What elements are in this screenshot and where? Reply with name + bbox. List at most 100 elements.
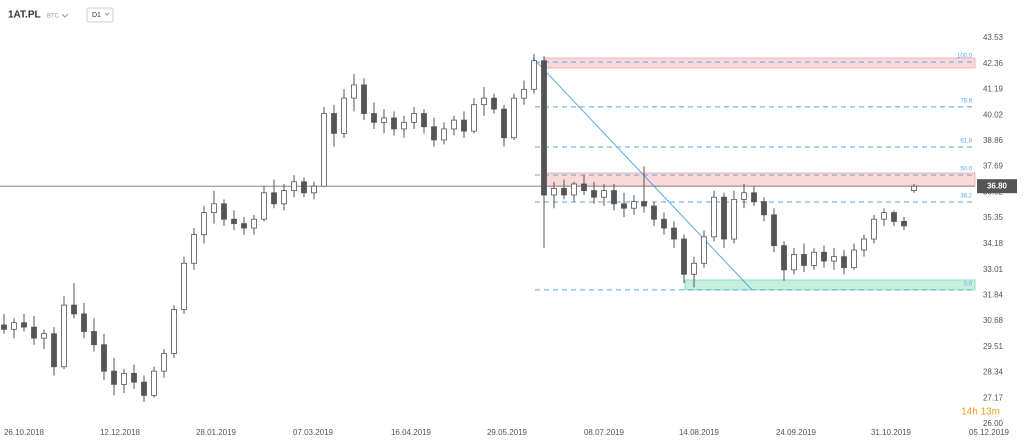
candle-body: [281, 190, 287, 205]
candle-body: [661, 218, 667, 229]
x-tick-label: 28.01.2019: [196, 428, 237, 437]
candle-body: [31, 326, 37, 339]
candle-body: [591, 190, 597, 198]
candle-body: [541, 60, 547, 196]
candle-body: [11, 322, 17, 330]
candle-body: [901, 221, 907, 227]
candle-body: [341, 97, 347, 134]
candle-body: [361, 84, 367, 114]
x-tick-label: 16.04.2019: [391, 428, 432, 437]
candle-body: [511, 97, 517, 139]
current-price-box: [977, 179, 1017, 194]
dropdown-caret: [104, 12, 110, 16]
candle-body: [741, 192, 747, 200]
fib-label: 0.0: [964, 281, 973, 287]
candle-body: [211, 203, 217, 214]
zone: [684, 279, 976, 291]
y-tick-label: 41.19: [983, 85, 1004, 94]
candle-body: [311, 185, 317, 194]
y-tick-label: 30.68: [983, 316, 1004, 325]
candle-body: [291, 181, 297, 191]
candle-body: [581, 183, 587, 191]
x-tick-label: 05.12.2019: [969, 428, 1010, 437]
candle-body: [181, 262, 187, 310]
candle-body: [51, 333, 57, 368]
x-tick-label: 08.07.2019: [584, 428, 625, 437]
candle-body: [881, 212, 887, 220]
candle-body: [141, 381, 147, 396]
candle-body: [331, 113, 337, 134]
candle-body: [481, 97, 487, 106]
interval[interactable]: D1: [92, 12, 101, 19]
candle-body: [151, 370, 157, 396]
y-tick-label: 42.36: [983, 59, 1004, 68]
candle-body: [471, 104, 477, 132]
x-tick-label: 26.10.2018: [4, 428, 45, 437]
y-tick-label: 37.69: [983, 162, 1004, 171]
candle-body: [371, 113, 377, 123]
fib-label: 61.8: [960, 139, 972, 145]
candle-body: [571, 183, 577, 196]
candle-body: [401, 121, 407, 130]
dropdown-caret[interactable]: [61, 13, 69, 18]
candle-body: [831, 256, 837, 262]
candle-body: [411, 113, 417, 123]
candle-body: [61, 304, 67, 368]
symbol: 1AT.PL: [8, 10, 41, 21]
candle-body: [641, 201, 647, 207]
candle-body: [891, 212, 897, 222]
candle-body: [501, 108, 507, 139]
candle-body: [41, 333, 47, 339]
candle-body: [491, 97, 497, 110]
candle-body: [421, 113, 427, 128]
candle-body: [271, 192, 277, 205]
fib-label: 100.0: [957, 54, 973, 60]
symbol-tag: BTC: [47, 14, 60, 20]
candle-body: [781, 245, 787, 271]
candle-body: [201, 212, 207, 236]
candle-body: [391, 117, 397, 130]
candle-body: [221, 203, 227, 220]
candle-body: [441, 128, 447, 141]
trendline: [532, 57, 753, 291]
interval-select[interactable]: [86, 7, 114, 23]
candle-body: [601, 190, 607, 198]
candle-body: [861, 238, 867, 251]
candle-body: [351, 84, 357, 99]
fib-label: 50.0: [960, 167, 972, 173]
x-tick-label: 29.05.2019: [487, 428, 528, 437]
candle-body: [871, 218, 877, 240]
candle-body: [681, 238, 687, 275]
candle-body: [171, 309, 177, 354]
x-tick-label: 07.03.2019: [293, 428, 334, 437]
candle-body: [521, 88, 527, 99]
candle-body: [711, 196, 717, 238]
current-price-label: 36.80: [987, 181, 1008, 190]
y-tick-label: 35.35: [983, 213, 1004, 222]
candle-body: [651, 205, 657, 220]
candle-body: [551, 187, 557, 196]
fib-label: 78.6: [960, 98, 972, 104]
candle-body: [91, 331, 97, 346]
candle-body: [701, 236, 707, 264]
x-tick-label: 31.10.2019: [871, 428, 912, 437]
candle-body: [1, 324, 7, 330]
candle-body: [321, 113, 327, 187]
candle-body: [821, 251, 827, 262]
candle-body: [81, 313, 87, 332]
candle-body: [761, 201, 767, 216]
countdown: 14h 13m: [961, 407, 1000, 418]
candle-body: [241, 223, 247, 229]
candle-body: [251, 218, 257, 229]
candle-body: [531, 60, 537, 90]
candle-body: [451, 119, 457, 130]
x-tick-label: 14.08.2019: [679, 428, 720, 437]
x-tick-label: 24.09.2019: [776, 428, 817, 437]
candle-body: [611, 190, 617, 205]
candle-body: [791, 254, 797, 271]
candle-body: [751, 192, 757, 203]
zone: [544, 57, 976, 69]
candle-body: [381, 117, 387, 123]
candle-body: [231, 218, 237, 225]
candle-body: [461, 119, 467, 132]
